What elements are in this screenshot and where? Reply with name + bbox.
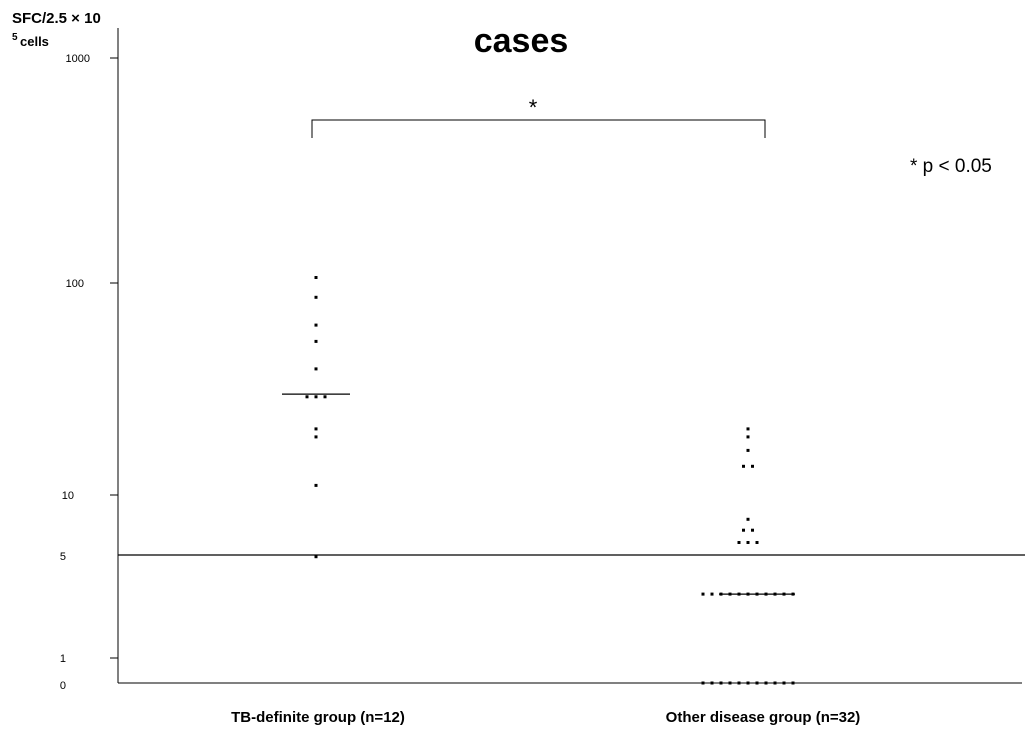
data-point-group2 — [710, 592, 714, 596]
data-point-group2 — [782, 681, 786, 685]
x-category-label-tb: TB-definite group (n=12) — [231, 709, 405, 726]
y-axis-label-superscript: 5 — [12, 32, 18, 43]
data-point-group1 — [314, 483, 318, 487]
data-point-group2 — [746, 435, 750, 439]
y-axis-label-line2: cells — [20, 34, 49, 49]
data-point-group2 — [746, 541, 750, 544]
y-ticks: 1000 100 10 5 1 0 — [60, 53, 118, 692]
data-point-group1 — [314, 339, 318, 343]
data-point-group1 — [314, 276, 318, 279]
data-point-group2 — [742, 464, 745, 468]
data-point-group1 — [323, 395, 327, 399]
data-point-group2 — [737, 681, 741, 685]
data-point-group2 — [710, 681, 714, 685]
y-tick-label-100: 100 — [66, 278, 84, 290]
data-point-group1 — [314, 395, 318, 399]
data-point-group1 — [314, 435, 318, 439]
data-point-group1 — [314, 555, 318, 559]
chart-title: cases — [474, 22, 569, 60]
data-point-group1 — [314, 367, 318, 371]
y-tick-label-1000: 1000 — [66, 53, 90, 65]
y-tick-label-0: 0 — [60, 680, 66, 692]
p-value-note: * p < 0.05 — [910, 156, 992, 177]
data-points — [305, 276, 795, 685]
data-point-group1 — [314, 295, 318, 299]
y-tick-label-10: 10 — [62, 490, 74, 502]
data-point-group2 — [755, 541, 759, 544]
data-point-group2 — [746, 448, 750, 452]
data-point-group2 — [755, 681, 759, 685]
y-axis-label-line1: SFC/2.5 × 10 — [12, 10, 101, 27]
data-point-group2 — [746, 517, 750, 521]
data-point-group2 — [746, 427, 750, 431]
data-point-group2 — [701, 681, 705, 685]
significance-asterisk: * — [529, 95, 538, 120]
data-point-group2 — [701, 592, 705, 596]
data-point-group2 — [737, 541, 741, 544]
data-point-group1 — [305, 395, 309, 399]
data-point-group2 — [764, 681, 768, 685]
data-point-group2 — [751, 464, 754, 468]
data-point-group2 — [746, 681, 750, 685]
significance-bracket — [311, 119, 766, 138]
data-point-group2 — [742, 528, 745, 532]
data-point-group1 — [314, 323, 318, 327]
data-point-group2 — [791, 681, 795, 685]
y-tick-label-5: 5 — [60, 551, 66, 563]
data-point-group1 — [314, 427, 318, 431]
y-tick-label-1: 1 — [60, 653, 66, 665]
x-category-label-other: Other disease group (n=32) — [666, 709, 861, 726]
median-lines — [282, 393, 795, 595]
data-point-group2 — [719, 681, 723, 685]
data-point-group2 — [751, 528, 754, 532]
data-point-group2 — [773, 681, 777, 685]
data-point-group2 — [728, 681, 732, 685]
